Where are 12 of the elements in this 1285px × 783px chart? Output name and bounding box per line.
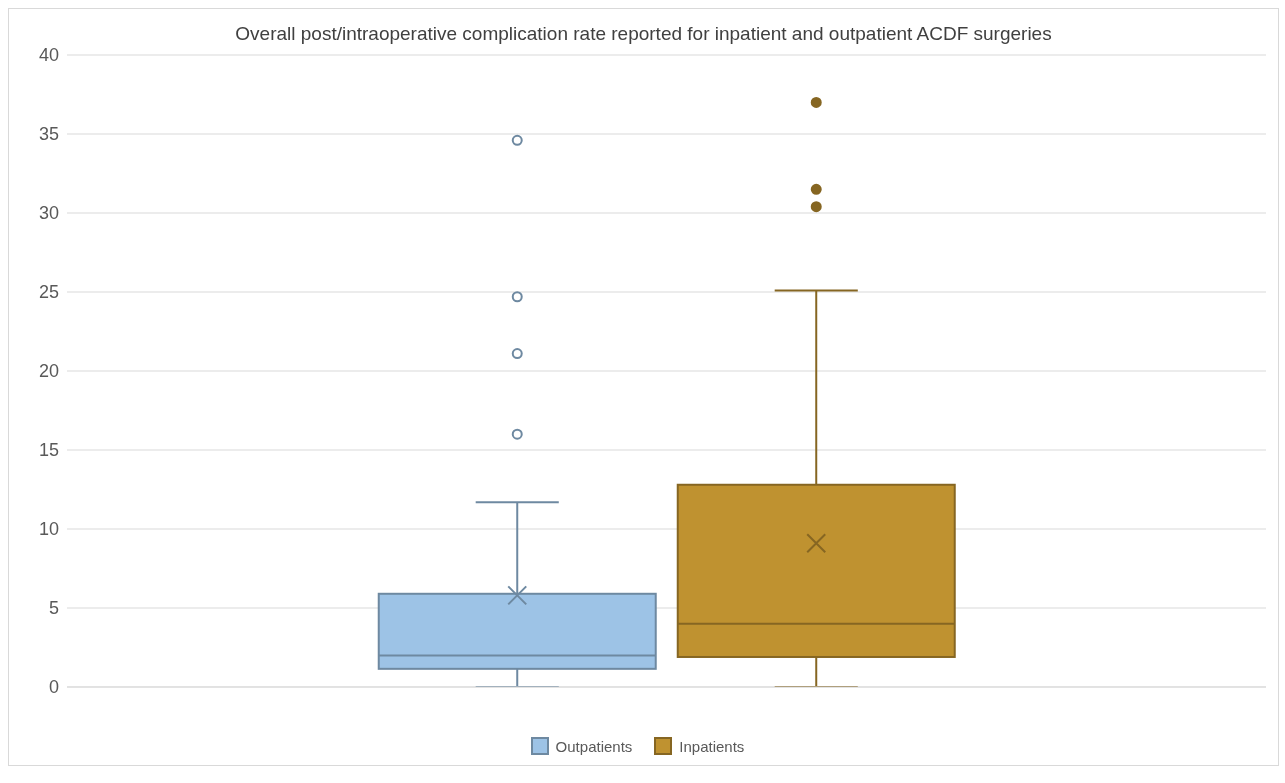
y-tick-label: 25 <box>38 282 59 303</box>
y-tick-label: 10 <box>38 519 59 540</box>
y-tick-label: 0 <box>48 677 59 698</box>
y-tick-label: 40 <box>38 45 59 66</box>
legend-label: Inpatients <box>678 737 745 755</box>
y-tick-label: 30 <box>38 203 59 224</box>
legend-label: Outpatients <box>554 737 633 755</box>
y-tick-label: 5 <box>48 598 59 619</box>
y-tick-label: 35 <box>38 124 59 145</box>
chart-title: Overall post/intraoperative complication rate reported for inpatient and outpatient ACDF surgeries <box>234 22 1053 45</box>
y-tick-label: 20 <box>38 361 59 382</box>
y-tick-label: 15 <box>38 440 59 461</box>
